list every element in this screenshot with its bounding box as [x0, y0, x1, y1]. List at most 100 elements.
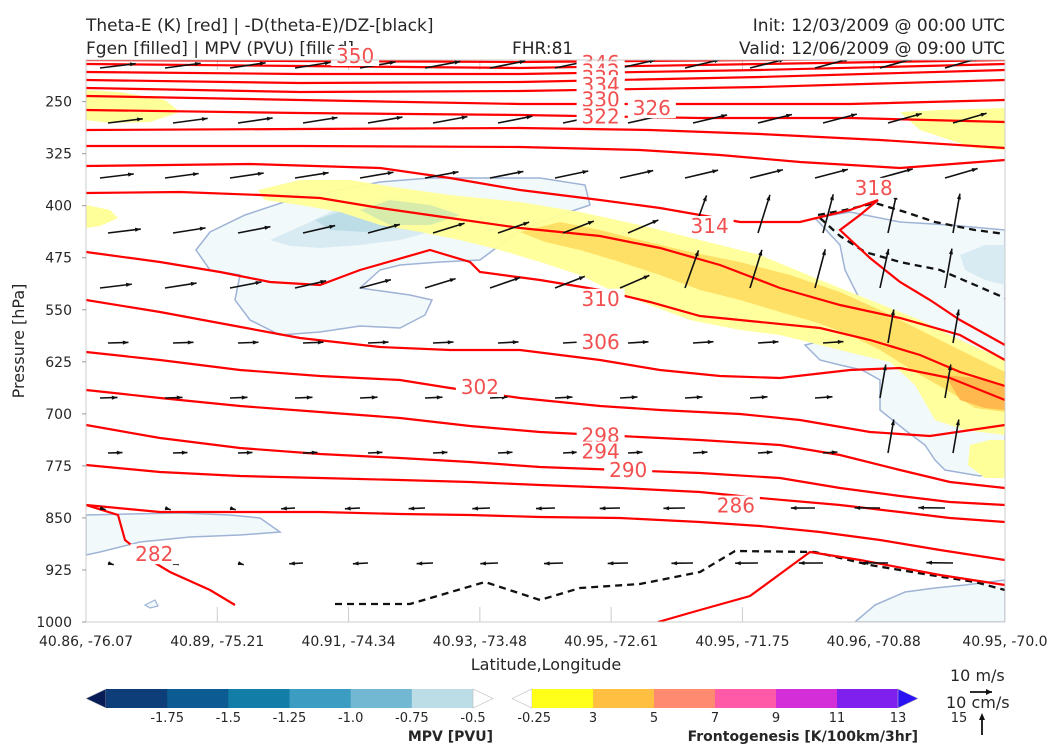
wind-vector-head [582, 170, 589, 175]
theta-e-label: 282 [135, 542, 173, 566]
theta-e-label: 318 [855, 176, 893, 200]
x-tick-label: 40.89, -75.21 [170, 634, 264, 650]
wind-vector [229, 62, 266, 69]
wind-vector-head [352, 561, 359, 566]
wind-vector-head [536, 506, 542, 511]
wind-vector-head [387, 171, 394, 176]
theta-e-label: 310 [582, 287, 620, 311]
vector-key: 10 m/s 10 cm/s [946, 666, 1010, 735]
wind-vector-head [587, 221, 594, 226]
x-tick-label: 40.91, -74.34 [302, 634, 396, 650]
wind-vector-head [647, 169, 654, 174]
wind-vector-head [955, 419, 960, 426]
theta-e-contour [86, 60, 1005, 70]
wind-vector [749, 249, 763, 289]
wind-vector [879, 364, 887, 399]
theta-e-label: 322 [582, 104, 620, 128]
mpv-region-southwest [86, 512, 283, 556]
wind-vector [237, 117, 273, 124]
contour-label-bg [331, 46, 380, 66]
wind-vector-head [266, 116, 273, 121]
wind-vector-head [396, 116, 403, 121]
theta-e-contour [86, 78, 1005, 94]
frontogenesis-colorbar: 3 5 7 9 11 13 15 Frontogenesis [K/100km/3hr] [511, 688, 967, 745]
wind-vector-head [393, 223, 400, 228]
wind-vector [684, 250, 700, 289]
y-tick-label: 325 [45, 147, 72, 163]
theta-e-contour [86, 190, 1005, 361]
wind-vector-head [129, 62, 136, 67]
wind-vector-head [229, 506, 236, 511]
wind-vector [164, 172, 199, 179]
wind-vector [229, 172, 264, 179]
wind-vector [172, 117, 208, 124]
wind-vector-head [176, 395, 183, 400]
x-axis-label: Latitude,Longitude [471, 655, 622, 674]
colorbar-tick-label: -1.0 [338, 711, 363, 726]
x-tick-label: 40.95, -71.75 [695, 634, 789, 650]
wind-vector-head [458, 222, 465, 227]
forecast-hour: FHR:81 [512, 39, 573, 59]
contour-label-bg [576, 89, 625, 110]
fgen-band-7 [945, 375, 1005, 410]
contour-label-bg [576, 441, 625, 462]
wind-vector-head [331, 116, 338, 121]
wind-vector-head [199, 226, 206, 231]
title-line-2: Fgen [filled] | MPV (PVU) [filled] [86, 39, 354, 59]
wind-vector [619, 169, 654, 179]
wind-vector-head [844, 60, 849, 63]
theta-e-contour-labels: 3503463423383343303263223183143103063022… [130, 44, 898, 566]
wind-vector-head [246, 450, 253, 455]
y-tick-label: 850 [45, 511, 72, 527]
wind-vector-head [111, 395, 118, 400]
wind-vector-head [947, 364, 952, 371]
contour-label-bg [849, 177, 898, 198]
wind-vector-head [344, 506, 351, 511]
wind-vector [887, 419, 895, 454]
colorbar-tick-label: 3 [589, 711, 597, 726]
vector-key-arrowhead-horizontal [986, 689, 992, 695]
wind-vector-head [257, 171, 264, 176]
wind-vector-head [890, 309, 895, 316]
wind-vector-head [980, 112, 987, 117]
wind-vector-head [948, 248, 953, 255]
colorbar-tick-label: -1.5 [216, 711, 241, 726]
wind-vector-head [882, 364, 887, 371]
mpv-region-east-inner [960, 245, 1005, 285]
colorbar-tick-label: -1.75 [150, 711, 184, 726]
fgen-small-4 [968, 440, 1005, 478]
wind-vector-head [289, 561, 295, 566]
wind-vector-head [663, 506, 670, 511]
wind-vector-head [523, 222, 530, 226]
wind-vector-head [735, 561, 741, 566]
mpv-region-southeast [853, 579, 1005, 622]
wind-vector-head [255, 280, 262, 286]
wind-vector [359, 171, 394, 179]
colorbar-segment [106, 689, 168, 708]
colorbar-segment [532, 689, 594, 708]
wind-vector [887, 193, 898, 234]
y-tick-label: 550 [45, 303, 72, 319]
wind-vector-head [926, 560, 932, 565]
theta-e-contour [86, 423, 1005, 507]
y-axis-ticks: 250 325 400 475 550 625 700 775 850 925 1000 [36, 95, 86, 631]
wind-vector [757, 113, 793, 124]
wind-vector-head [201, 117, 208, 122]
y-tick-label: 1000 [36, 615, 72, 631]
wind-vector-head [514, 277, 521, 282]
wind-vector-head [607, 561, 614, 566]
dthetae-contour-east [817, 201, 1005, 236]
wind-vector [424, 171, 459, 179]
wind-vector [952, 112, 987, 124]
colorbar-extend-high [897, 688, 919, 709]
wind-vector [887, 309, 895, 344]
wind-vector-head [136, 117, 143, 122]
colorbar-label: MPV [PVU] [408, 729, 493, 745]
wind-vector-head [416, 561, 423, 566]
colorbar-tick-label: 11 [829, 711, 846, 726]
wind-vector-head [885, 248, 890, 255]
wind-vector-head [777, 169, 783, 174]
wind-vector-head [779, 60, 784, 63]
wind-vector-head [850, 113, 857, 118]
